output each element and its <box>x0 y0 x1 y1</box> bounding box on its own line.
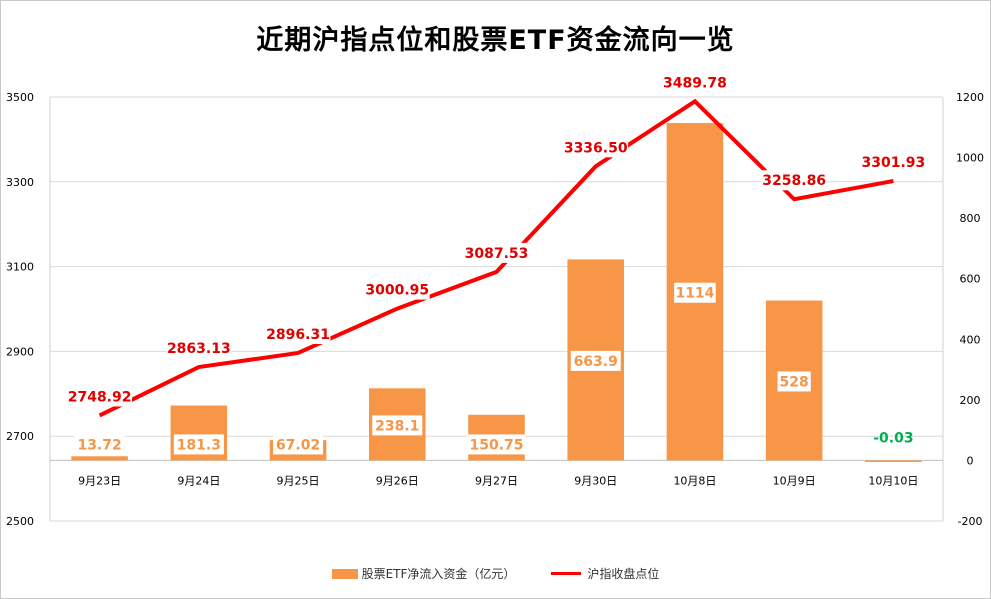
x-tick-label: 9月26日 <box>376 474 419 487</box>
bar-data-label: 181.3 <box>177 437 221 453</box>
line-data-label: 2748.92 <box>68 389 132 405</box>
line-data-label: 3258.86 <box>762 173 826 189</box>
bar-data-label: 150.75 <box>469 437 523 453</box>
line-label-box <box>563 137 629 158</box>
bar-label-box <box>173 434 224 455</box>
bar-label-box <box>777 371 811 392</box>
bar-data-label: 1114 <box>675 286 714 302</box>
bar-data-label: 238.1 <box>375 418 419 434</box>
bar-label-box <box>74 434 125 455</box>
x-tick-label: 9月24日 <box>177 474 220 487</box>
index-line <box>98 98 894 418</box>
bar-data-label: 528 <box>780 374 809 390</box>
x-tick-label: 9月27日 <box>475 474 518 487</box>
y-right-tick-label: 200 <box>960 394 981 407</box>
legend-swatch-bar <box>331 568 358 579</box>
bar-label-box <box>570 350 621 371</box>
bar-label-box <box>467 434 526 455</box>
bar-data-label: 13.72 <box>77 437 121 453</box>
line-label-box <box>662 72 728 93</box>
bar-data-label: -0.03 <box>873 430 913 446</box>
y-left-tick-label: 3300 <box>6 176 34 189</box>
line-label-box <box>464 242 529 263</box>
line-label-box <box>265 323 331 344</box>
x-tick-label: 9月30日 <box>574 474 617 487</box>
line-label-box <box>364 279 430 300</box>
bar <box>865 460 922 462</box>
line-data-label: 3087.53 <box>465 246 529 262</box>
x-tick-label: 10月8日 <box>673 474 716 487</box>
line-data-label: 2863.13 <box>167 341 231 357</box>
y-right-tick-label: 1200 <box>956 91 984 104</box>
y-right-tick-label: 1000 <box>956 152 984 165</box>
y-right-tick-label: 0 <box>967 454 974 467</box>
chart-legend: 股票ETF净流入资金（亿元） 沪指收盘点位 <box>0 565 991 582</box>
x-tick-label: 9月25日 <box>277 474 320 487</box>
y-left-tick-label: 2500 <box>6 515 34 528</box>
y-right-tick-label: 800 <box>960 212 981 225</box>
line-data-label: 3301.93 <box>862 155 926 171</box>
bar-label-box <box>674 282 716 303</box>
y-right-tick-label: 400 <box>960 333 981 346</box>
bar-label-box <box>372 415 423 436</box>
y-left-tick-label: 2700 <box>6 430 34 443</box>
legend-item-etf: 股票ETF净流入资金（亿元） <box>331 565 516 582</box>
y-left-tick-label: 3100 <box>6 261 34 274</box>
line-label-box <box>761 170 827 191</box>
x-tick-label: 10月9日 <box>773 474 816 487</box>
chart-title: 近期沪指点位和股票ETF资金流向一览 <box>256 25 735 56</box>
x-tick-label: 9月23日 <box>78 474 121 487</box>
bar-label-box <box>273 434 324 455</box>
bar-data-label: 67.02 <box>276 437 320 453</box>
y-right-tick-label: 600 <box>960 273 981 286</box>
line-label-box <box>67 386 133 407</box>
bar-data-label: 663.9 <box>574 354 618 370</box>
legend-swatch-line <box>551 572 582 575</box>
legend-label-etf: 股票ETF净流入资金（亿元） <box>361 567 516 581</box>
line-data-label: 2896.31 <box>266 327 330 343</box>
bar <box>71 456 128 461</box>
line-data-label: 3489.78 <box>663 75 727 91</box>
line-data-label: 3336.50 <box>564 140 628 156</box>
y-left-tick-label: 3500 <box>6 91 34 104</box>
y-left-tick-label: 2900 <box>6 345 34 358</box>
x-tick-label: 10月10日 <box>868 474 918 487</box>
legend-label-index: 沪指收盘点位 <box>587 567 660 581</box>
line-data-label: 3000.95 <box>365 283 429 299</box>
line-label-box <box>860 151 926 172</box>
legend-item-index: 沪指收盘点位 <box>551 565 659 582</box>
line-label-box <box>166 338 232 359</box>
y-right-tick-label: -200 <box>958 515 983 528</box>
